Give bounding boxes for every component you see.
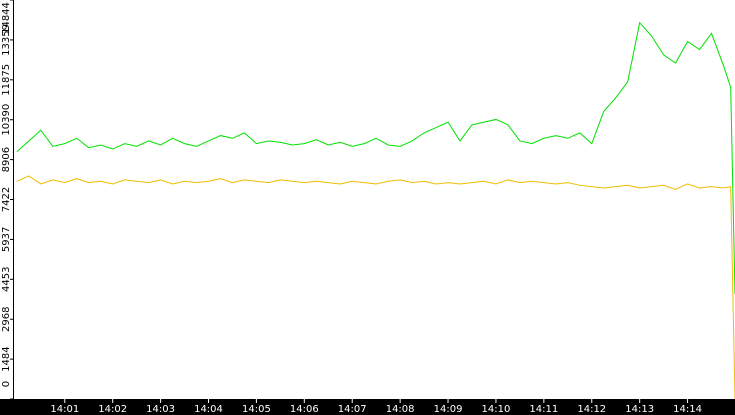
- y-tick-label: 10390: [1, 104, 12, 136]
- y-tick-label: 14844: [1, 2, 12, 34]
- y-tick-label: 7422: [1, 187, 12, 212]
- x-tick-label: 14:08: [386, 404, 415, 415]
- x-tick-label: 14:07: [338, 404, 367, 415]
- x-tick-label: 14:02: [98, 404, 127, 415]
- x-tick-label: 14:09: [434, 404, 463, 415]
- x-tick-label: 14:14: [673, 404, 702, 415]
- x-tick-label: 14:13: [625, 404, 654, 415]
- x-tick-label: 14:11: [529, 404, 558, 415]
- y-tick-label: 2968: [1, 306, 12, 331]
- y-tick-label: 0: [1, 381, 12, 387]
- x-tick-label: 14:12: [577, 404, 606, 415]
- x-tick-label: 14:03: [146, 404, 175, 415]
- y-tick-label: 5937: [1, 227, 12, 252]
- y-tick-label: 11875: [1, 64, 12, 96]
- y-tick-label: 1484: [1, 346, 12, 371]
- x-axis-band: [0, 399, 735, 415]
- y-tick-label: 13359: [1, 24, 12, 56]
- x-tick-label: 14:05: [242, 404, 271, 415]
- series-line: [16, 21, 735, 295]
- y-tick-label: 8906: [1, 147, 12, 172]
- x-tick-label: 14:06: [290, 404, 319, 415]
- x-tick-label: 14:01: [50, 404, 79, 415]
- x-tick-label: 14:04: [194, 404, 223, 415]
- y-tick-label: 4453: [1, 267, 12, 292]
- x-tick-label: 14:10: [482, 404, 511, 415]
- series-line: [16, 175, 735, 400]
